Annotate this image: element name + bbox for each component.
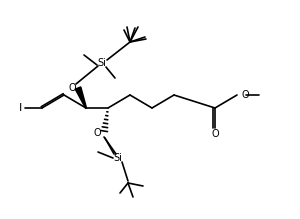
Polygon shape <box>75 87 86 108</box>
Text: Si: Si <box>114 153 122 163</box>
Text: O: O <box>93 128 101 138</box>
Text: I: I <box>18 103 22 113</box>
Text: O: O <box>211 129 219 139</box>
Text: O: O <box>241 90 249 100</box>
Text: O: O <box>68 83 76 93</box>
Text: Si: Si <box>98 58 106 68</box>
